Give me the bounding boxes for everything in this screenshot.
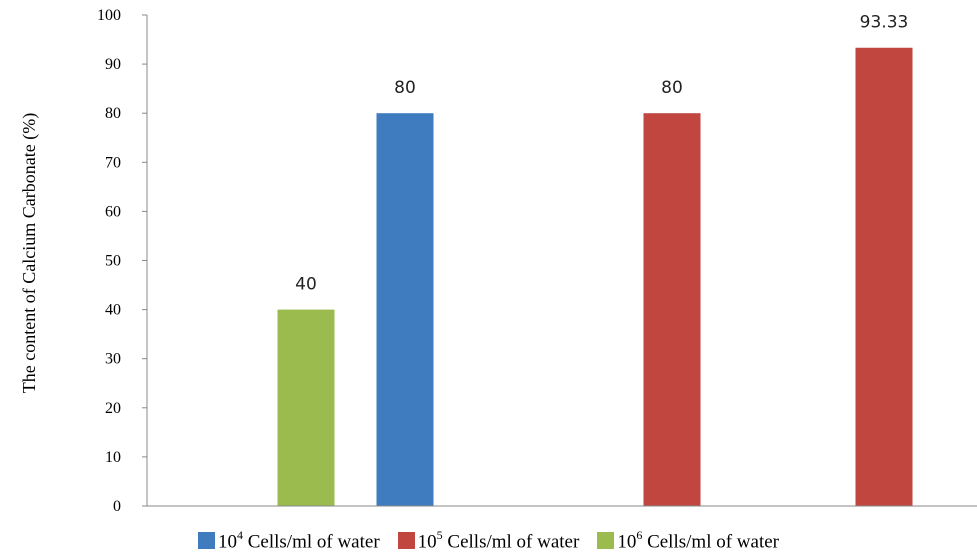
legend-swatch	[197, 532, 215, 550]
y-tick-label: 100	[97, 7, 121, 24]
y-tick-label: 10	[105, 449, 121, 466]
legend-swatch	[397, 532, 415, 550]
data-label: 93.33	[860, 13, 909, 33]
legend-item: 104 Cells/ml of water	[197, 527, 380, 553]
y-tick-label: 50	[105, 253, 121, 270]
y-tick-label: 60	[105, 203, 121, 220]
y-tick-label: 20	[105, 400, 121, 417]
y-axis-label: The content of Calcium Carbonate (%)	[19, 113, 40, 393]
bar	[376, 113, 434, 506]
y-tick-label: 70	[105, 154, 121, 171]
legend-swatch	[597, 532, 615, 550]
y-tick-label: 0	[113, 498, 121, 515]
data-label: 40	[295, 275, 317, 295]
legend-label: 104 Cells/ml of water	[217, 527, 380, 553]
bar-chart: The content of Calcium Carbonate (%) 0 10…	[19, 7, 977, 515]
legend: 104 Cells/ml of water 105 Cells/ml of wat…	[0, 526, 977, 556]
data-label: 80	[394, 78, 416, 98]
y-tick-label: 40	[105, 302, 121, 319]
y-tick-label: 80	[105, 105, 121, 122]
legend-label: 105 Cells/ml of water	[417, 527, 580, 553]
y-tick-label: 90	[105, 56, 121, 73]
data-label: 80	[661, 78, 683, 98]
legend-label: 106 Cells/ml of water	[617, 527, 779, 553]
bar	[643, 113, 701, 506]
bar	[855, 47, 913, 507]
y-tick-label: 30	[105, 351, 121, 368]
legend-item: 106 Cells/ml of water	[597, 527, 779, 553]
bar	[277, 309, 335, 506]
legend-item: 105 Cells/ml of water	[397, 527, 580, 553]
